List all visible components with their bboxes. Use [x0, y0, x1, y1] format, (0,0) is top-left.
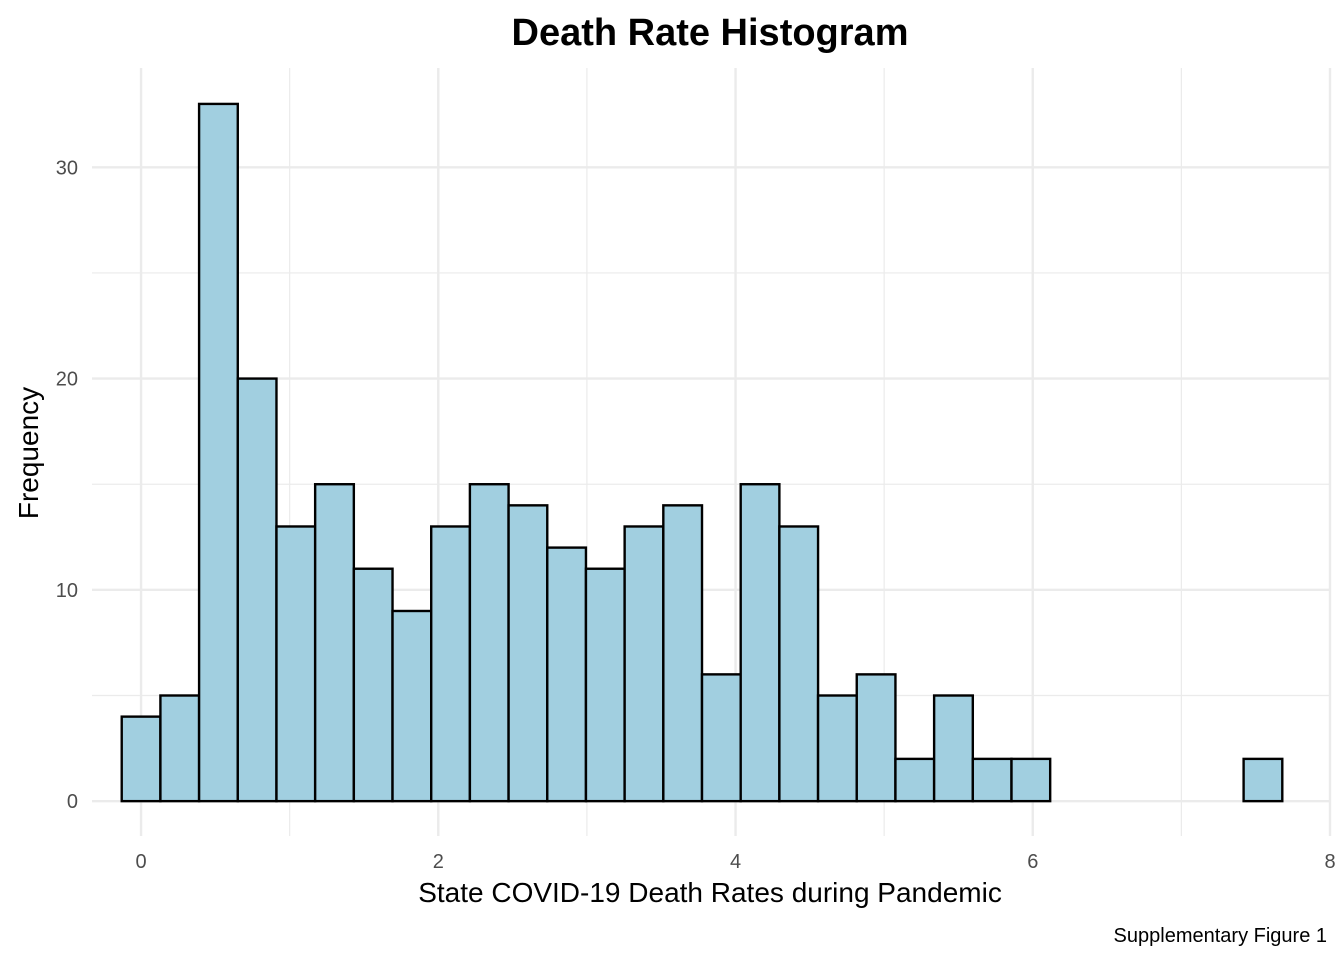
histogram-bar	[778, 525, 820, 803]
y-tick-label: 20	[56, 369, 78, 391]
histogram-bar	[468, 483, 510, 803]
histogram-bar	[120, 715, 162, 803]
histogram-bar	[584, 567, 626, 803]
y-tick-label: 10	[56, 580, 78, 602]
y-axis-title: Frequency	[13, 387, 44, 519]
histogram-bars	[120, 102, 1284, 803]
y-tick-label: 30	[56, 157, 78, 179]
histogram-bar	[971, 757, 1013, 803]
x-tick-labels: 0 2 4 6 8	[135, 851, 1335, 873]
y-tick-labels: 0 10 20 30	[56, 157, 78, 813]
chart-title: Death Rate Histogram	[512, 12, 909, 54]
histogram-bar	[391, 609, 433, 803]
y-tick-label: 0	[67, 791, 78, 813]
x-tick-label: 2	[433, 851, 444, 873]
histogram-bar	[159, 694, 201, 803]
histogram-bar	[313, 483, 356, 803]
x-tick-label: 4	[730, 851, 741, 873]
histogram-bar	[352, 567, 394, 803]
histogram-bar	[546, 546, 588, 803]
histogram-bar	[700, 673, 742, 803]
histogram-bar	[894, 757, 936, 803]
histogram-bar	[275, 525, 317, 803]
histogram-bar	[197, 102, 239, 803]
histogram-bar	[662, 504, 704, 803]
histogram-bar	[430, 525, 472, 803]
x-tick-label: 6	[1027, 851, 1038, 873]
histogram-bar	[932, 694, 975, 803]
histogram-bar	[623, 525, 665, 803]
x-axis-title: State COVID-19 Death Rates during Pandem…	[418, 877, 1002, 908]
histogram-bar	[236, 377, 278, 803]
histogram-bar	[1242, 757, 1284, 803]
histogram-bar	[507, 504, 549, 803]
histogram-bar	[1010, 757, 1052, 803]
histogram-bar	[739, 483, 781, 803]
histogram-bar	[855, 673, 897, 803]
x-tick-label: 0	[135, 851, 146, 873]
figure-caption: Supplementary Figure 1	[1114, 925, 1327, 947]
x-tick-label: 8	[1324, 851, 1335, 873]
histogram-bar	[816, 694, 858, 803]
